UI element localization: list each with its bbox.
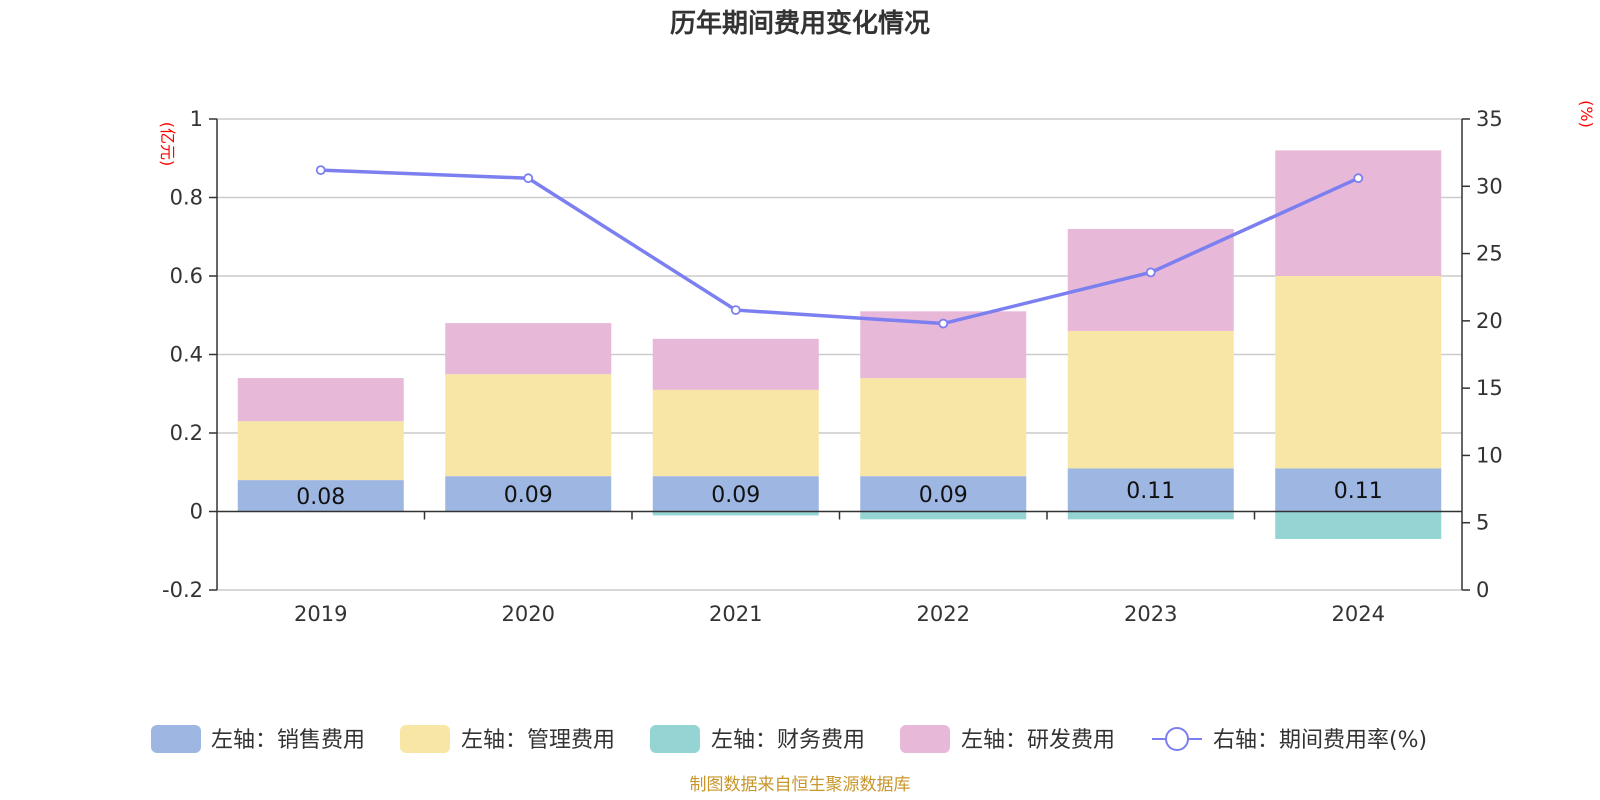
bar-admin[interactable] (237, 421, 404, 481)
data-label-sales: 0.11 (1334, 479, 1383, 504)
bar-admin[interactable] (1275, 276, 1442, 469)
right-tick-label: 0 (1476, 578, 1489, 602)
legend-label-admin[interactable]: 左轴：管理费用 (461, 728, 615, 753)
left-tick-label: 1 (190, 107, 203, 131)
rate-line (320, 168, 1359, 326)
grid-layer (217, 118, 1462, 591)
bar-finance[interactable] (652, 511, 819, 516)
bar-sales[interactable] (1067, 468, 1234, 512)
left-tick-label: 0 (190, 500, 203, 524)
bar-finance[interactable] (1067, 511, 1234, 520)
legend-label-rate[interactable]: 右轴：期间费用率(%) (1213, 728, 1427, 753)
bar-rd[interactable] (1275, 150, 1442, 276)
rate-point[interactable] (1145, 267, 1156, 278)
label-layer: 0.08 0.09 0.09 0.09 0.11 0.11 (296, 479, 1382, 510)
bar-admin[interactable] (860, 378, 1027, 477)
legend-swatch-marker[interactable] (1165, 727, 1189, 751)
category-label: 2020 (502, 602, 555, 626)
right-tick-label: 30 (1476, 174, 1503, 198)
legend-swatch-finance[interactable] (650, 725, 700, 753)
axis-layer: -0.200.20.40.60.8105101520253035(亿元)(%)2… (158, 100, 1596, 626)
left-tick-label: 0.4 (170, 343, 203, 367)
right-tick-label: 25 (1476, 242, 1503, 266)
legend-label-rd[interactable]: 左轴：研发费用 (961, 728, 1115, 753)
chart-title: 历年期间费用变化情况 (670, 8, 930, 39)
left-tick-label: 0.8 (170, 186, 203, 210)
bar-layer (237, 150, 1442, 539)
bar-admin[interactable] (652, 389, 819, 477)
bar-sales[interactable] (1275, 468, 1442, 512)
bar-finance[interactable] (1275, 511, 1442, 539)
legend: 左轴：销售费用 左轴：管理费用 左轴：财务费用 左轴：研发费用 右轴：期间费用率(%) (151, 725, 1427, 753)
data-label-sales: 0.11 (1126, 479, 1175, 504)
data-label-sales: 0.08 (296, 485, 345, 510)
bar-sales[interactable] (237, 480, 404, 512)
right-axis-unit: (%) (1577, 100, 1596, 128)
source-note: 制图数据来自恒生聚源数据库 (690, 775, 911, 795)
right-tick-label: 20 (1476, 309, 1503, 333)
left-tick-label: 0.6 (170, 264, 203, 288)
right-tick-label: 15 (1476, 376, 1503, 400)
legend-swatch-admin[interactable] (400, 725, 450, 753)
legend-swatch-sales[interactable] (151, 725, 201, 753)
right-tick-label: 35 (1476, 107, 1503, 131)
right-tick-label: 5 (1476, 511, 1489, 535)
right-tick-label: 10 (1476, 443, 1503, 467)
rate-point[interactable] (730, 305, 741, 315)
bar-sales[interactable] (652, 476, 819, 512)
rate-point[interactable] (1353, 173, 1364, 184)
bar-finance[interactable] (860, 511, 1027, 520)
category-label: 2024 (1332, 602, 1385, 626)
rate-point[interactable] (938, 318, 949, 329)
data-label-sales: 0.09 (504, 483, 553, 508)
category-label: 2019 (294, 602, 347, 626)
category-label: 2023 (1124, 602, 1177, 626)
rate-point[interactable] (315, 165, 326, 176)
category-label: 2021 (709, 602, 762, 626)
bar-admin[interactable] (445, 374, 612, 477)
rate-point[interactable] (523, 173, 534, 184)
bar-rd[interactable] (237, 378, 404, 422)
left-tick-label: 0.2 (170, 421, 203, 445)
bar-sales[interactable] (860, 476, 1027, 512)
legend-label-finance[interactable]: 左轴：财务费用 (711, 728, 865, 753)
left-tick-label: -0.2 (162, 578, 203, 602)
bar-admin[interactable] (1067, 330, 1234, 469)
data-label-sales: 0.09 (919, 483, 968, 508)
bar-rd[interactable] (445, 323, 612, 375)
left-axis-unit: (亿元) (158, 122, 177, 167)
bar-sales[interactable] (445, 476, 612, 512)
line-layer (315, 165, 1364, 329)
legend-label-sales[interactable]: 左轴：销售费用 (211, 728, 365, 753)
legend-swatch-rd[interactable] (900, 725, 950, 753)
category-label: 2022 (917, 602, 970, 626)
data-label-sales: 0.09 (711, 483, 760, 508)
bar-rd[interactable] (652, 338, 819, 390)
